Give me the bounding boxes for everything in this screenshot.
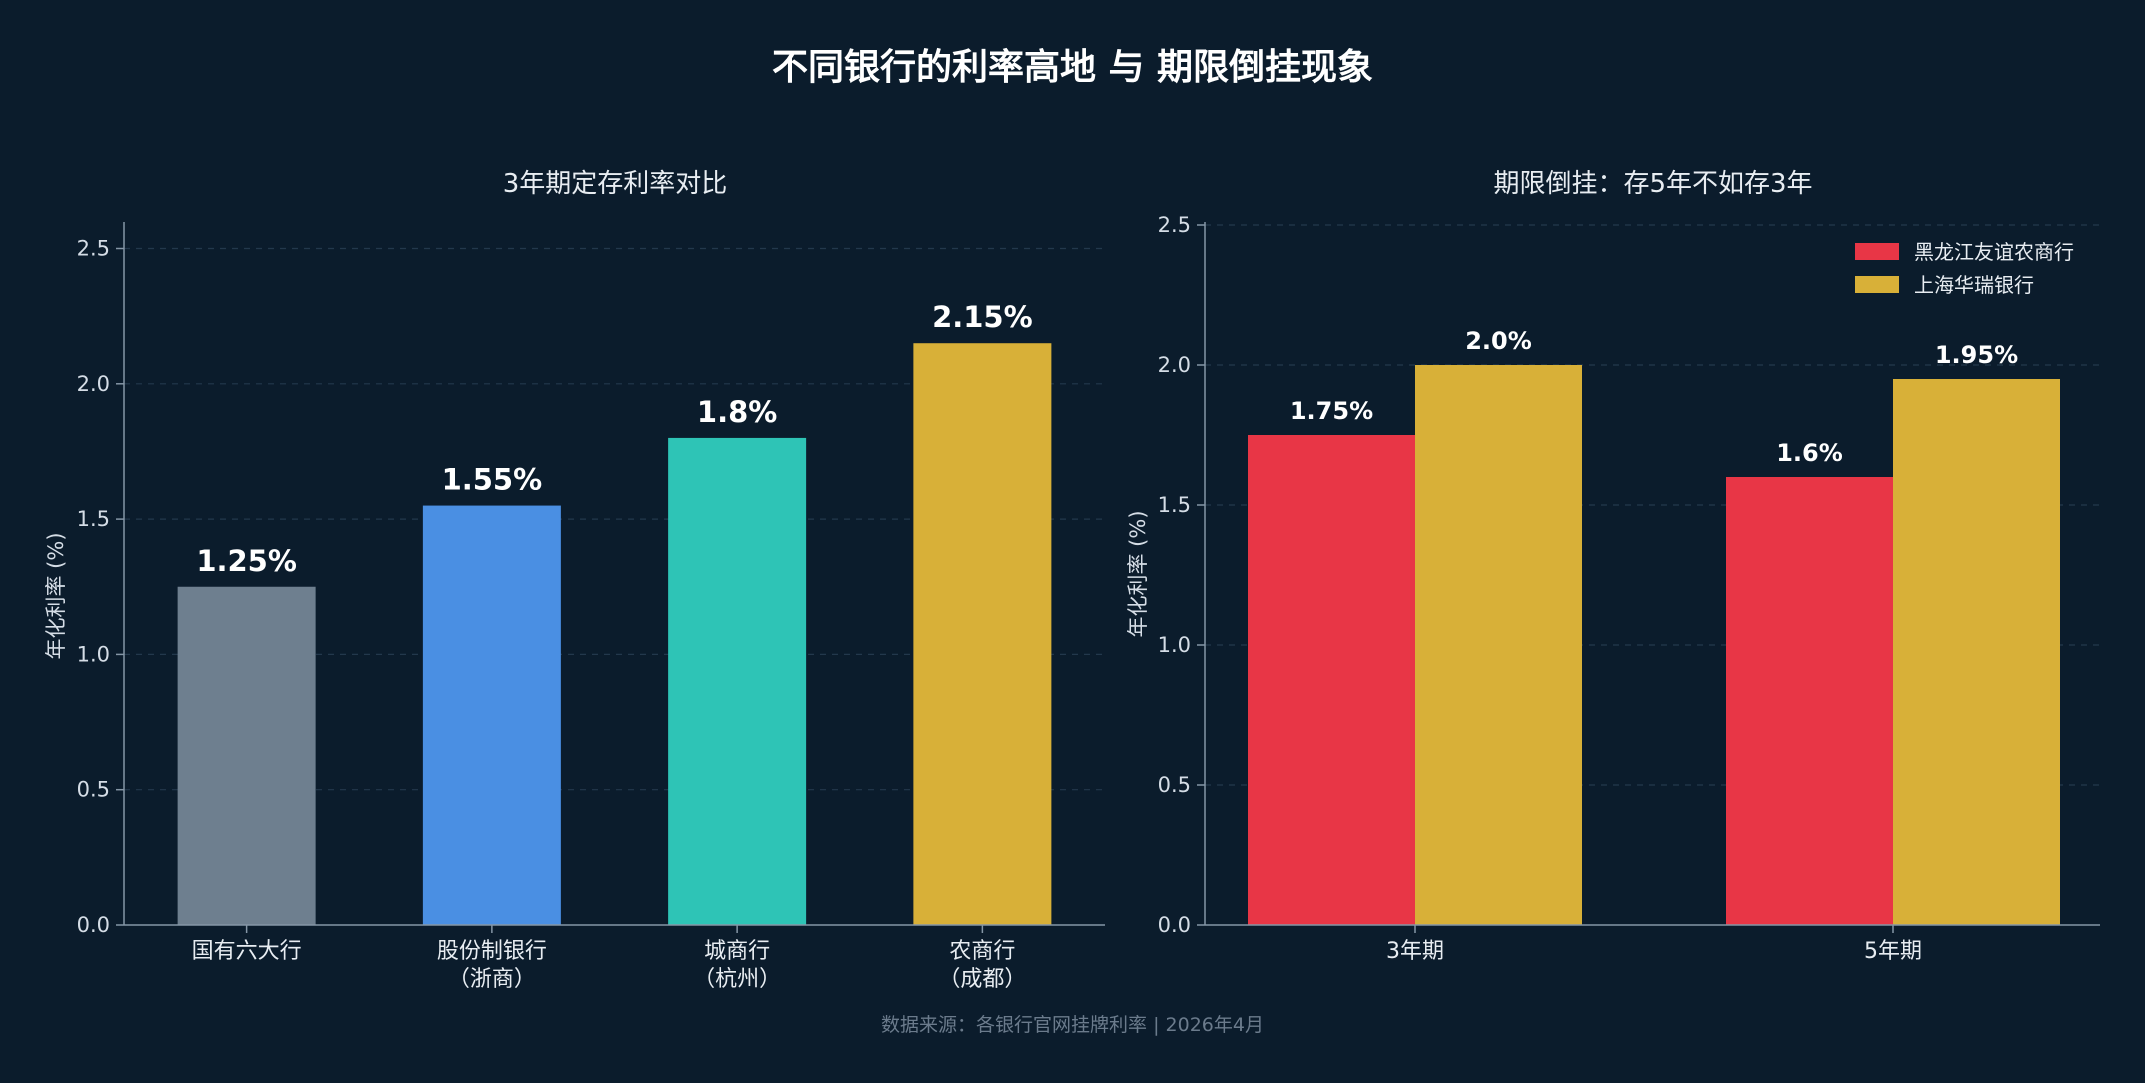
left-bar-value-label: 1.25% xyxy=(196,544,297,578)
right-bar xyxy=(1248,435,1415,925)
right-y-tick-label: 0.0 xyxy=(1158,913,1191,937)
legend-label: 黑龙江友谊农商行 xyxy=(1914,240,2074,264)
right-y-tick-label: 2.0 xyxy=(1158,353,1191,377)
right-x-tick-label: 5年期 xyxy=(1864,939,1922,964)
left-y-axis-label: 年化利率 (%) xyxy=(44,532,68,659)
right-bars: 1.75% 2.0% 1.6% 1.95% xyxy=(1248,327,2060,925)
page-title: 不同银行的利率高地 与 期限倒挂现象 xyxy=(771,47,1374,88)
right-bar-value-label: 2.0% xyxy=(1465,327,1532,355)
left-x-ticks: 国有六大行 股份制银行 （浙商） 城商行 （杭州） 农商行 （成都） xyxy=(192,925,1026,992)
left-chart: 3年期定存利率对比 年化利率 (%) 0.0 0.5 1.0 1.5 2.0 2.5 1.… xyxy=(44,169,1105,992)
right-chart: 期限倒挂：存5年不如存3年 年化利率 (%) 0.0 0.5 1.0 1.5 2.0 2.… xyxy=(1126,169,2100,964)
left-y-tick-label: 0.0 xyxy=(77,913,110,937)
legend-label: 上海华瑞银行 xyxy=(1914,273,2034,297)
legend-swatch xyxy=(1855,276,1899,293)
left-x-tick-label: 国有六大行 xyxy=(192,939,302,964)
left-x-tick-label: 城商行 xyxy=(704,939,770,964)
left-x-tick-label-sub: （杭州） xyxy=(693,967,781,992)
left-y-ticks: 0.0 0.5 1.0 1.5 2.0 2.5 xyxy=(77,237,124,937)
right-bar-value-label: 1.6% xyxy=(1776,439,1843,467)
right-chart-title: 期限倒挂：存5年不如存3年 xyxy=(1493,169,1812,199)
source-note: 数据来源：各银行官网挂牌利率 | 2026年4月 xyxy=(881,1014,1264,1036)
left-bar-value-label: 1.55% xyxy=(442,463,543,497)
right-y-tick-label: 0.5 xyxy=(1158,773,1191,797)
left-y-tick-label: 1.5 xyxy=(77,507,110,531)
left-bar xyxy=(668,437,807,925)
right-x-tick-label: 3年期 xyxy=(1386,939,1444,964)
right-bar xyxy=(1726,477,1893,925)
left-bar-value-label: 1.8% xyxy=(697,395,777,429)
left-bar xyxy=(422,505,561,925)
right-y-tick-label: 1.0 xyxy=(1158,633,1191,657)
right-y-tick-label: 1.5 xyxy=(1158,493,1191,517)
left-x-tick-label: 农商行 xyxy=(949,939,1015,964)
right-bar-value-label: 1.95% xyxy=(1935,341,2018,369)
right-bar-value-label: 1.75% xyxy=(1290,397,1373,425)
left-bar xyxy=(913,343,1052,926)
right-bar xyxy=(1415,365,1582,925)
left-x-tick-label-sub: （浙商） xyxy=(448,967,536,992)
left-x-tick-label: 股份制银行 xyxy=(437,939,547,964)
right-y-tick-label: 2.5 xyxy=(1158,213,1191,237)
left-y-tick-label: 2.0 xyxy=(77,372,110,396)
right-y-ticks: 0.0 0.5 1.0 1.5 2.0 2.5 xyxy=(1158,213,1205,937)
right-x-ticks: 3年期 5年期 xyxy=(1386,925,1922,964)
left-bar xyxy=(177,586,316,925)
left-bar-value-label: 2.15% xyxy=(932,300,1033,334)
left-bars: 1.25% 1.55% 1.8% 2.15% xyxy=(177,300,1052,926)
legend-swatch xyxy=(1855,243,1899,260)
left-y-tick-label: 0.5 xyxy=(77,778,110,802)
right-bar xyxy=(1893,379,2060,925)
right-y-axis-label: 年化利率 (%) xyxy=(1126,510,1150,637)
left-y-tick-label: 2.5 xyxy=(77,237,110,261)
left-y-tick-label: 1.0 xyxy=(77,642,110,666)
left-x-tick-label-sub: （成都） xyxy=(938,967,1026,992)
left-chart-title: 3年期定存利率对比 xyxy=(503,169,728,199)
